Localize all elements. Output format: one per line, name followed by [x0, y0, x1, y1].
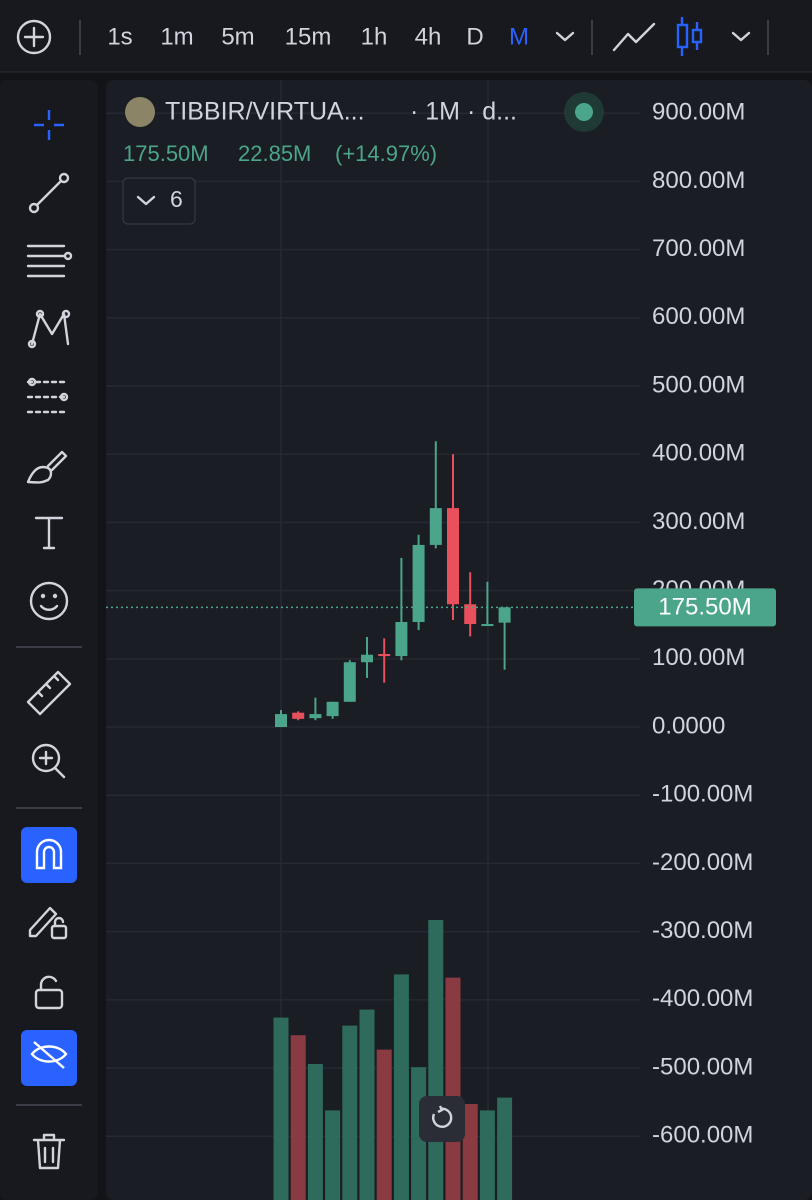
y-tick-label: 900.00M	[652, 99, 745, 126]
interval-menu[interactable]	[555, 31, 575, 42]
candle-body	[481, 624, 494, 627]
y-tick-label: -400.00M	[652, 985, 753, 1012]
volume-bar	[307, 1064, 323, 1200]
last-price-label: 175.50M	[658, 594, 751, 621]
status-dot	[575, 103, 593, 121]
volume-bar	[359, 1009, 375, 1200]
crosshair-tool[interactable]	[34, 110, 64, 140]
line-chart-button[interactable]	[612, 22, 656, 52]
candle-body	[361, 654, 373, 663]
candle-body	[498, 607, 511, 623]
indicators-toggle[interactable]	[122, 177, 196, 225]
prediction-tool[interactable]	[26, 377, 69, 414]
reset-icon	[432, 1105, 453, 1128]
volume-bar	[376, 1049, 392, 1200]
hide-icon	[30, 1041, 68, 1069]
candle-body	[292, 712, 305, 719]
lock-drawings-tool[interactable]	[28, 906, 68, 940]
volume-bar	[497, 1097, 513, 1200]
y-tick-label: -500.00M	[652, 1053, 753, 1080]
emoji-tool[interactable]	[29, 581, 69, 621]
chevron	[136, 195, 156, 206]
y-tick-label: 700.00M	[652, 235, 745, 262]
candle-body	[343, 662, 356, 702]
drawing-tools	[16, 110, 82, 1170]
candle-body	[275, 714, 287, 728]
candle-chart-button[interactable]	[676, 17, 703, 56]
hide-tool[interactable]	[21, 1030, 77, 1086]
volume-bar	[325, 1110, 341, 1200]
y-tick-label: 600.00M	[652, 303, 745, 330]
legend-change: 22.85M	[238, 141, 311, 166]
magnet-icon	[35, 838, 63, 870]
add-button[interactable]	[16, 19, 52, 55]
candle-body	[429, 508, 442, 545]
fib-tool[interactable]	[26, 244, 73, 278]
ruler-tool[interactable]	[26, 670, 72, 716]
y-tick-label: 0.0000	[652, 712, 725, 739]
candle-body	[309, 714, 322, 719]
candle-body	[395, 621, 408, 657]
candle-body	[447, 508, 459, 605]
brush-tool[interactable]	[26, 450, 68, 484]
y-tick-label: -200.00M	[652, 849, 753, 876]
y-tick-label: 400.00M	[652, 440, 745, 467]
chart-type-menu[interactable]	[731, 31, 751, 42]
y-tick-label: -600.00M	[652, 1122, 753, 1149]
trend-line-tool[interactable]	[28, 172, 70, 214]
volume-bar	[290, 1035, 306, 1200]
lock-tool[interactable]	[34, 975, 64, 1010]
interval-button[interactable]: D	[466, 23, 483, 50]
candle-body	[378, 654, 391, 657]
volume-bar	[342, 1025, 358, 1200]
volume-bar	[479, 1110, 495, 1200]
left-toolbar	[0, 80, 98, 1200]
candle-body	[412, 544, 425, 622]
zoom-tool[interactable]	[31, 743, 66, 779]
legend-close: 175.50M	[123, 141, 209, 166]
interval-button[interactable]: 1h	[361, 23, 388, 50]
reset-button[interactable]	[419, 1096, 465, 1142]
candle-body	[326, 701, 339, 717]
y-tick-label: 100.00M	[652, 644, 745, 671]
volume-bar	[273, 1017, 289, 1200]
y-tick-label: 300.00M	[652, 508, 745, 535]
text-tool[interactable]	[34, 516, 64, 550]
overlay: 900.00M 800.00M 700.00M 600.00M 500.00M 400.0…	[634, 99, 776, 1149]
interval-button[interactable]: 1m	[160, 23, 193, 50]
interval-button[interactable]: M	[509, 23, 529, 50]
y-tick-label: -100.00M	[652, 781, 753, 808]
y-tick-label: 500.00M	[652, 371, 745, 398]
symbol-meta: · 1M · d...	[410, 98, 517, 126]
chart-panel	[106, 80, 812, 1200]
magnet-tool[interactable]	[21, 827, 77, 883]
top-bar	[0, 0, 812, 72]
volume-bar	[445, 977, 461, 1200]
y-tick-label: -300.00M	[652, 917, 753, 944]
interval-button[interactable]: 4h	[415, 23, 442, 50]
symbol[interactable]: TIBBIR/VIRTUA...	[165, 98, 365, 126]
candle-body	[464, 604, 477, 625]
indicators-count: 6	[170, 186, 183, 212]
y-tick-label: 800.00M	[652, 167, 745, 194]
volume-bar	[462, 1104, 478, 1200]
symbol-logo	[125, 97, 155, 127]
volume-bar	[428, 920, 444, 1200]
interval-button[interactable]: 1s	[107, 23, 132, 50]
legend-change-pct: (+14.97%)	[335, 141, 437, 166]
interval-button[interactable]: 5m	[221, 23, 254, 50]
last-price-badge	[634, 588, 776, 627]
pattern-tool[interactable]	[27, 309, 71, 349]
delete-tool[interactable]	[32, 1133, 66, 1170]
interval-button[interactable]: 15m	[285, 23, 332, 50]
volume-bar	[393, 974, 409, 1200]
